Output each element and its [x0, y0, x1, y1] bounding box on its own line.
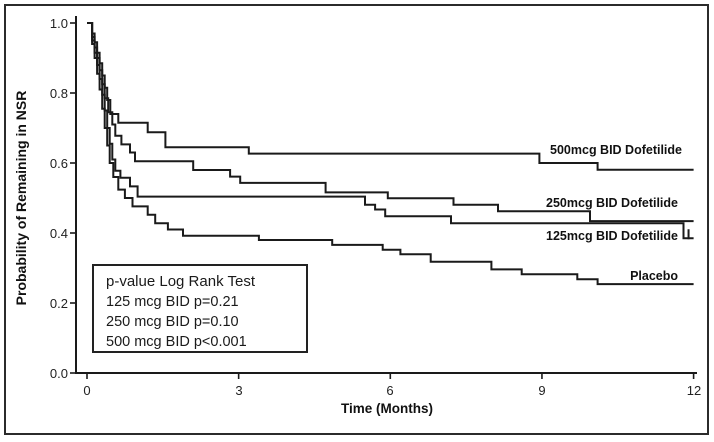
- x-tick-label-3: 3: [235, 383, 243, 398]
- y-tick-label-0.4: 0.4: [49, 226, 68, 241]
- pvalue-line-125: 125 mcg BID p=0.21: [106, 294, 239, 310]
- x-axis-title: Time (Months): [341, 401, 433, 416]
- curve-label-500mcg: 500mcg BID Dofetilide: [550, 143, 682, 157]
- km-curve-250mcg-bid-dofetilide: [87, 22, 694, 223]
- y-tick-label-0.2: 0.2: [49, 296, 68, 311]
- x-tick-label-6: 6: [386, 383, 394, 398]
- curve-label-placebo: Placebo: [630, 269, 678, 283]
- y-tick-label-0.0: 0.0: [49, 366, 68, 381]
- y-tick-label-0.8: 0.8: [49, 86, 68, 101]
- curve-label-125mcg: 125mcg BID Dofetilide: [546, 229, 678, 243]
- y-tick-label-1.0: 1.0: [49, 16, 68, 31]
- km-curve-placebo: [87, 22, 694, 286]
- pvalue-annotation-box: p-value Log Rank Test 125 mcg BID p=0.21…: [92, 264, 308, 353]
- x-tick-label-12: 12: [686, 383, 702, 398]
- y-tick-label-0.6: 0.6: [49, 156, 68, 171]
- curve-label-250mcg: 250mcg BID Dofetilide: [546, 196, 678, 210]
- pvalue-box-title: p-value Log Rank Test: [106, 273, 255, 290]
- pvalue-line-500: 500 mcg BID p<0.001: [106, 334, 247, 350]
- figure-border: [4, 4, 709, 435]
- x-tick-label-0: 0: [83, 383, 91, 398]
- x-tick-label-9: 9: [538, 383, 546, 398]
- y-axis-title: Probability of Remaining in NSR: [13, 90, 29, 306]
- pvalue-line-250: 250 mcg BID p=0.10: [106, 314, 239, 330]
